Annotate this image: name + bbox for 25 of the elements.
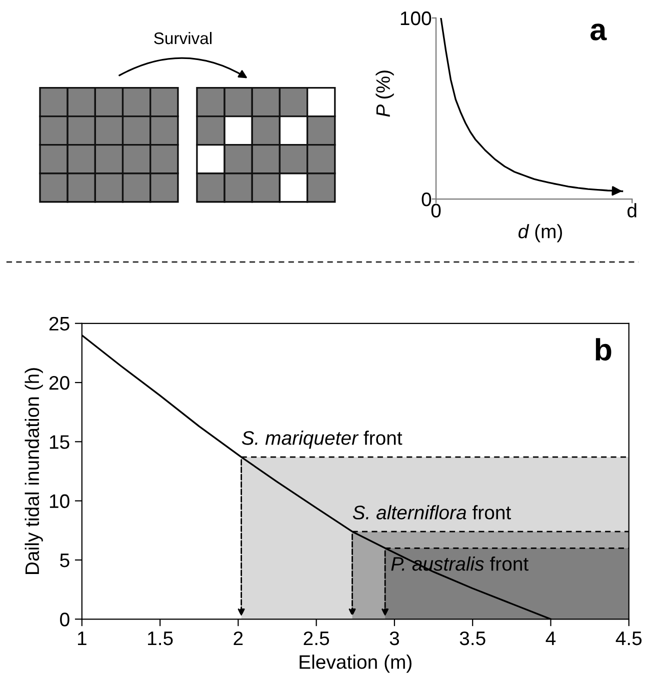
x-tick-label: 1.5 <box>148 632 173 646</box>
text: Survival <box>154 32 212 44</box>
text: d (m) <box>518 224 562 242</box>
y-tick-label: 5 <box>60 554 70 568</box>
annotation: S. mariqueter front <box>242 430 402 449</box>
annotation: S. alterniflora front <box>352 505 511 520</box>
y-tick-label: 10 <box>50 494 70 508</box>
y-tick-label: 100 <box>400 11 432 26</box>
x-tick-label: 2.5 <box>304 631 330 646</box>
y-tick-label: 15 <box>50 435 70 449</box>
x-tick-label: 4.5 <box>616 632 642 646</box>
x-tick-label: 3.5 <box>460 631 486 646</box>
chart-title: b <box>596 338 612 361</box>
x-axis-title: Elevation (m) <box>300 654 412 673</box>
y-tick-label: 0 <box>60 612 70 626</box>
y-axis-title: Daily tidal inundation (h) <box>24 368 43 574</box>
y-tick-label: 20 <box>49 376 70 390</box>
x-tick-label: 4 <box>546 632 556 646</box>
x-tick-label: 2 <box>234 631 243 646</box>
x-tick-label: 3 <box>390 631 400 646</box>
x-tick-label: 1 <box>78 632 86 646</box>
text: P (%) <box>376 70 394 117</box>
chart-title: a <box>590 24 607 40</box>
x-tick-label: d <box>628 203 636 218</box>
y-tick-label: 25 <box>49 316 70 331</box>
